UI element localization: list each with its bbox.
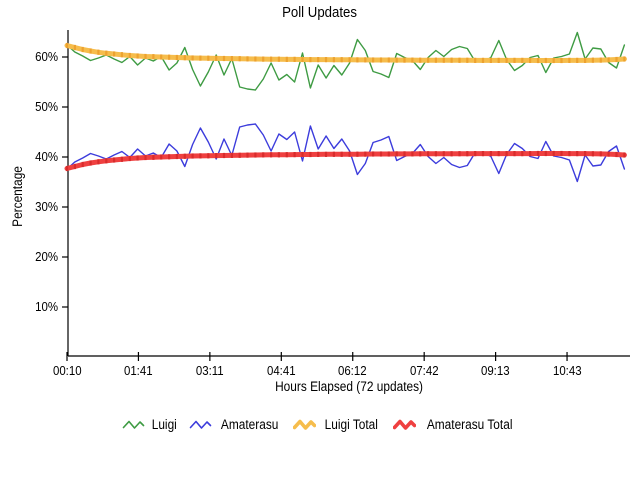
- legend-label: Amaterasu: [221, 416, 279, 432]
- x-tick-label: 07:42: [409, 363, 439, 378]
- legend-line-swatch-icon: [393, 419, 417, 430]
- y-tick-label: 30%: [35, 199, 58, 214]
- legend-item-luigi: Luigi: [122, 417, 179, 432]
- legend-item-amaterasu-total: Amaterasu Total: [393, 417, 518, 432]
- legend-label: Luigi Total: [325, 416, 379, 432]
- legend-item-luigi-total: Luigi Total: [293, 417, 382, 432]
- chart-title: Poll Updates: [0, 4, 640, 21]
- x-tick-label: 10:43: [552, 363, 582, 378]
- chart-legend: Luigi Amaterasu Luigi Total Amaterasu To…: [0, 412, 640, 436]
- y-tick-label: 20%: [35, 249, 58, 264]
- x-tick-label: 04:41: [266, 363, 296, 378]
- legend-item-amaterasu: Amaterasu: [189, 417, 282, 432]
- y-tick-label: 50%: [35, 99, 58, 114]
- y-tick-label: 60%: [35, 49, 58, 64]
- axes-lines: [67, 30, 630, 357]
- x-tick-label: 03:11: [195, 363, 224, 378]
- x-tick-label: 06:12: [338, 363, 368, 378]
- legend-line-swatch-icon: [293, 419, 317, 430]
- legend-label: Amaterasu Total: [426, 416, 513, 432]
- x-tick-label: 01:41: [124, 363, 153, 378]
- chart-title-text: Poll Updates: [282, 4, 358, 21]
- y-tick-label: 40%: [35, 149, 58, 164]
- series-line-amaterasu-total: [64, 151, 627, 171]
- legend-label: Luigi: [151, 416, 177, 432]
- legend-line-swatch-icon: [122, 420, 144, 429]
- legend-line-swatch-icon: [189, 420, 212, 429]
- y-tick-label: 10%: [35, 299, 58, 314]
- series-point-markers-amaterasu-total: [65, 150, 626, 172]
- x-axis-title: Hours Elapsed (72 updates): [275, 379, 423, 394]
- series-point-markers-luigi-total: [65, 42, 626, 64]
- x-tick-label: 09:13: [481, 363, 510, 378]
- series-line-luigi-total: [64, 43, 627, 63]
- x-tick-label: 00:10: [52, 363, 82, 378]
